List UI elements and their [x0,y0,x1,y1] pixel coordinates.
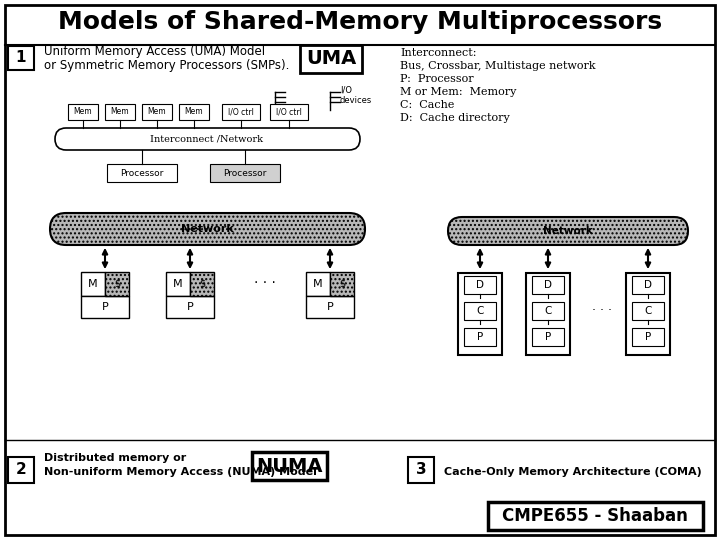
Text: Network: Network [543,226,593,236]
Bar [142,104,172,120]
Bar [252,452,327,480]
Bar [632,302,664,320]
Bar [632,276,664,294]
Text: I/O
devices: I/O devices [340,85,372,105]
Text: 2: 2 [16,462,27,477]
Text: C:  Cache: C: Cache [400,100,454,110]
Bar [532,302,564,320]
Text: $: $ [339,279,345,289]
Text: UMA: UMA [306,50,356,69]
Text: · · ·: · · · [592,303,612,316]
Text: Mem: Mem [111,107,130,117]
Text: Non-uniform Memory Access (NUMA) Model: Non-uniform Memory Access (NUMA) Model [44,467,317,477]
Text: M: M [174,279,183,289]
Text: Uniform Memory Access (UMA) Model: Uniform Memory Access (UMA) Model [44,45,265,58]
Text: C: C [477,306,484,316]
Bar [107,164,177,182]
Text: $: $ [114,279,120,289]
Bar [210,164,280,182]
Bar [464,302,496,320]
Text: C: C [644,306,652,316]
Bar [626,273,670,355]
Text: 3: 3 [415,462,426,477]
Text: P: P [645,332,651,342]
Bar [190,272,214,296]
Text: $: $ [199,279,205,289]
Bar [408,457,434,483]
Bar [166,272,190,296]
Bar [526,273,570,355]
Bar [105,104,135,120]
Text: · · ·: · · · [254,276,276,290]
Text: CMPE655 - Shaaban: CMPE655 - Shaaban [502,507,688,525]
Text: Cache-Only Memory Architecture (COMA): Cache-Only Memory Architecture (COMA) [444,467,702,477]
Bar [488,502,703,530]
Text: I/O ctrl: I/O ctrl [228,107,254,117]
Text: Mem: Mem [73,107,92,117]
Text: Models of Shared-Memory Multiprocessors: Models of Shared-Memory Multiprocessors [58,10,662,34]
Bar [532,328,564,346]
FancyBboxPatch shape [448,217,688,245]
Text: D: D [644,280,652,290]
FancyBboxPatch shape [50,213,365,245]
Text: P: P [477,332,483,342]
Text: Mem: Mem [185,107,203,117]
Text: or Symmetric Memory Processors (SMPs).: or Symmetric Memory Processors (SMPs). [44,59,289,72]
Bar [81,296,129,318]
Bar [300,45,362,73]
Bar [222,104,260,120]
Bar [632,328,664,346]
Text: P: P [186,302,194,312]
Text: D: D [544,280,552,290]
Text: P:  Processor: P: Processor [400,74,474,84]
Text: M: M [313,279,323,289]
Bar [179,104,209,120]
Bar [464,276,496,294]
FancyBboxPatch shape [55,128,360,150]
Text: P: P [545,332,551,342]
Bar [270,104,308,120]
Bar [532,276,564,294]
Text: I/O ctrl: I/O ctrl [276,107,302,117]
Text: Processor: Processor [120,168,163,178]
Bar [464,328,496,346]
Bar [306,272,330,296]
Text: Interconnect:: Interconnect: [400,48,477,58]
Text: Bus, Crossbar, Multistage network: Bus, Crossbar, Multistage network [400,61,595,71]
Text: Processor: Processor [223,168,266,178]
Text: Distributed memory or: Distributed memory or [44,453,186,463]
Bar [458,273,502,355]
Text: P: P [327,302,333,312]
Bar [330,272,354,296]
Bar [105,272,129,296]
Text: D:  Cache directory: D: Cache directory [400,113,510,123]
Text: C: C [544,306,552,316]
Text: M: M [88,279,98,289]
Text: NUMA: NUMA [256,456,323,476]
Bar [166,296,214,318]
Text: Mem: Mem [148,107,166,117]
Text: D: D [476,280,484,290]
Bar [68,104,98,120]
Text: P: P [102,302,109,312]
Bar [306,296,354,318]
Text: 1: 1 [16,51,26,65]
Text: M or Mem:  Memory: M or Mem: Memory [400,87,516,97]
Text: Interconnect /Network: Interconnect /Network [150,134,264,144]
Bar [81,272,105,296]
Bar [8,46,34,70]
Text: Network: Network [181,224,233,234]
Bar [8,457,34,483]
